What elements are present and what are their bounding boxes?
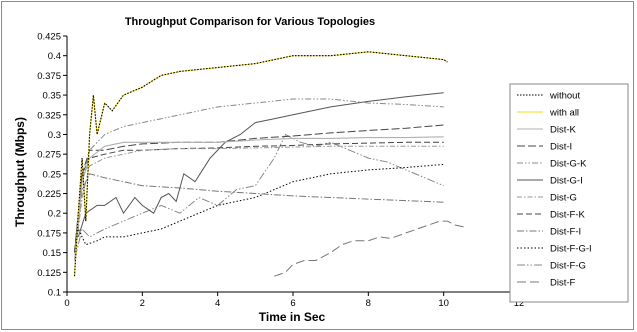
y-tick-label: 0.35 xyxy=(43,91,62,102)
x-tick-label: 12 xyxy=(514,298,525,309)
y-tick-label: 0.3 xyxy=(48,130,61,141)
x-tick-label: 6 xyxy=(290,298,295,309)
y-tick-label: 0.325 xyxy=(37,110,61,121)
series-line-dist-g-i xyxy=(77,92,444,238)
y-tick-label: 0.1 xyxy=(48,288,61,299)
legend-label-dist-f-i: Dist-F-I xyxy=(550,227,581,238)
legend-label-dist-g-k: Dist-G-K xyxy=(550,159,587,170)
legend-label-dist-f-k: Dist-F-K xyxy=(550,210,585,221)
legend-label-dist-g: Dist-G xyxy=(550,193,577,204)
legend-label-dist-k: Dist-K xyxy=(550,125,577,136)
y-tick-label: 0.15 xyxy=(43,248,62,259)
legend-box xyxy=(509,83,629,303)
x-axis-title: Time in Sec xyxy=(259,310,326,324)
y-tick-label: 0.375 xyxy=(37,71,61,82)
series-line-dist-f-g-i xyxy=(74,163,444,253)
x-tick-label: 0 xyxy=(64,298,69,309)
plot-area: 0 2 4 6 8 10 12 0.1 0.125 0.15 0.175 0.2 0.225 0.25 0.… xyxy=(37,32,524,310)
y-tick-label: 0.2 xyxy=(48,209,61,220)
series-line-dist-f-k xyxy=(74,141,444,253)
legend: without with all Dist-K Dist-I Dist-G-K Dist-… xyxy=(509,83,629,303)
y-tick-label: 0.25 xyxy=(43,169,62,180)
series-line-without xyxy=(73,51,448,277)
series-line-dist-f-g xyxy=(74,133,444,261)
legend-label-dist-g-i: Dist-G-I xyxy=(550,176,583,187)
chart-title: Throughput Comparison for Various Topolo… xyxy=(125,16,375,28)
y-tick-label: 0.175 xyxy=(37,228,61,239)
y-tick-label: 0.225 xyxy=(37,189,61,200)
series-line-dist-f xyxy=(274,220,467,277)
x-tick-label: 8 xyxy=(366,298,371,309)
y-tick-label: 0.4 xyxy=(48,51,61,62)
legend-label-dist-f-g-i: Dist-F-G-I xyxy=(550,244,592,255)
series-line-dist-g xyxy=(74,145,444,261)
series-line-dist-f-i xyxy=(74,173,444,261)
series-line-dist-g-k xyxy=(74,98,444,253)
y-tick-label: 0.425 xyxy=(37,32,61,43)
y-tick-label: 0.275 xyxy=(37,150,61,161)
series-line-with-all xyxy=(73,51,448,277)
series-line-dist-k xyxy=(73,136,444,261)
x-tick-label: 2 xyxy=(140,298,145,309)
y-axis-title: Throughput (Mbps) xyxy=(13,117,27,227)
legend-label-dist-i: Dist-I xyxy=(550,142,572,153)
x-tick-label: 10 xyxy=(438,298,449,309)
legend-label-dist-f-g: Dist-F-G xyxy=(550,261,586,272)
legend-label-dist-f: Dist-F xyxy=(550,278,576,289)
legend-label-with-all: with all xyxy=(549,108,579,119)
x-tick-label: 4 xyxy=(215,298,220,309)
y-tick-label: 0.125 xyxy=(37,268,61,279)
series-line-dist-i xyxy=(74,124,444,253)
legend-label-without: without xyxy=(549,91,580,102)
